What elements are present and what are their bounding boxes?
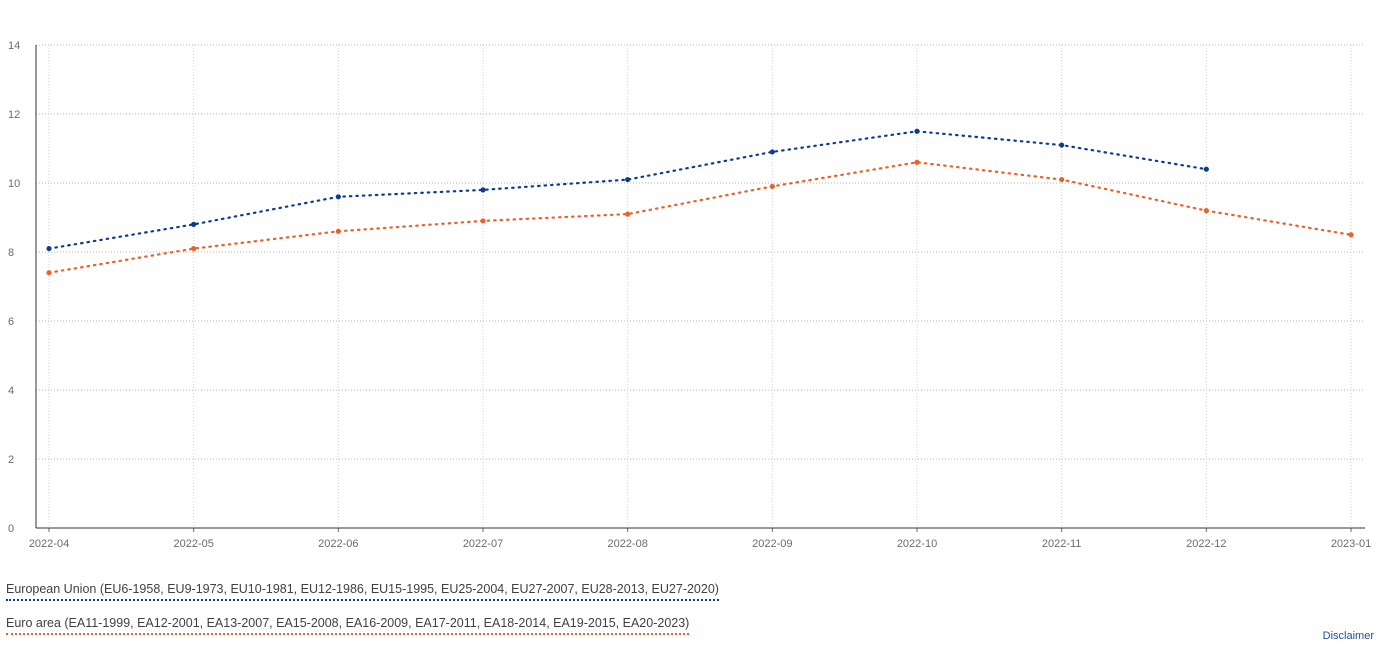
y-tick-label-5: 10: [8, 178, 20, 190]
data-point-s0-2: [335, 194, 341, 200]
line-chart: 0 2 4 6 8 10 12 14 2022-04 2022-05 2022-06 2022-07…: [8, 40, 1371, 550]
y-tick-label-0: 0: [8, 523, 14, 535]
data-point-s0-3: [480, 187, 486, 193]
data-point-s0-5: [769, 149, 775, 155]
x-tick-label-9: 2023-01: [1331, 538, 1371, 550]
x-tick-label-0: 2022-04: [29, 538, 69, 550]
x-tick-label-2: 2022-06: [318, 538, 358, 550]
y-tick-labels: 0 2 4 6 8 10 12 14: [8, 40, 20, 535]
x-tick-label-8: 2022-12: [1186, 538, 1226, 550]
data-point-s1-0: [46, 270, 52, 276]
data-point-s0-8: [1203, 166, 1209, 172]
grid-lines: [36, 44, 1365, 528]
data-point-s0-0: [46, 245, 52, 252]
series-line-1: [47, 161, 1353, 274]
axes: [35, 45, 1365, 532]
data-point-s0-1: [191, 221, 197, 227]
data-point-s0-4: [625, 176, 631, 183]
series-line-0: [47, 130, 1208, 250]
data-point-s0-7: [1059, 142, 1065, 148]
x-tick-label-7: 2022-11: [1042, 538, 1082, 550]
data-point-s1-4: [625, 211, 631, 217]
data-point-s1-2: [335, 228, 341, 234]
y-tick-label-3: 6: [8, 316, 14, 328]
legend-item-european-union[interactable]: European Union (EU6-1958, EU9-1973, EU10…: [6, 582, 719, 601]
y-tick-label-1: 2: [8, 454, 14, 466]
x-tick-label-4: 2022-08: [607, 538, 647, 550]
y-tick-label-4: 8: [8, 247, 14, 259]
data-point-s1-5: [769, 183, 775, 190]
y-tick-label-6: 12: [8, 109, 20, 121]
legend-item-euro-area[interactable]: Euro area (EA11-1999, EA12-2001, EA13-20…: [6, 616, 690, 635]
x-tick-label-1: 2022-05: [173, 538, 213, 550]
y-tick-label-2: 4: [8, 385, 14, 397]
series-lines: [46, 128, 1354, 276]
x-tick-label-6: 2022-10: [897, 538, 937, 550]
y-tick-label-7: 14: [8, 40, 20, 52]
data-point-s1-8: [1203, 208, 1209, 214]
x-tick-labels: 2022-04 2022-05 2022-06 2022-07 2022-08 2022-…: [29, 538, 1371, 550]
disclaimer-link[interactable]: Disclaimer: [1322, 630, 1374, 642]
data-point-s1-6: [914, 159, 920, 165]
data-point-s1-1: [191, 245, 197, 252]
x-tick-label-5: 2022-09: [752, 538, 792, 550]
data-point-s1-7: [1059, 176, 1065, 183]
data-point-s1-9: [1348, 232, 1354, 238]
data-point-s0-6: [914, 128, 920, 134]
data-point-s1-3: [480, 218, 486, 224]
x-tick-label-3: 2022-07: [463, 538, 503, 550]
